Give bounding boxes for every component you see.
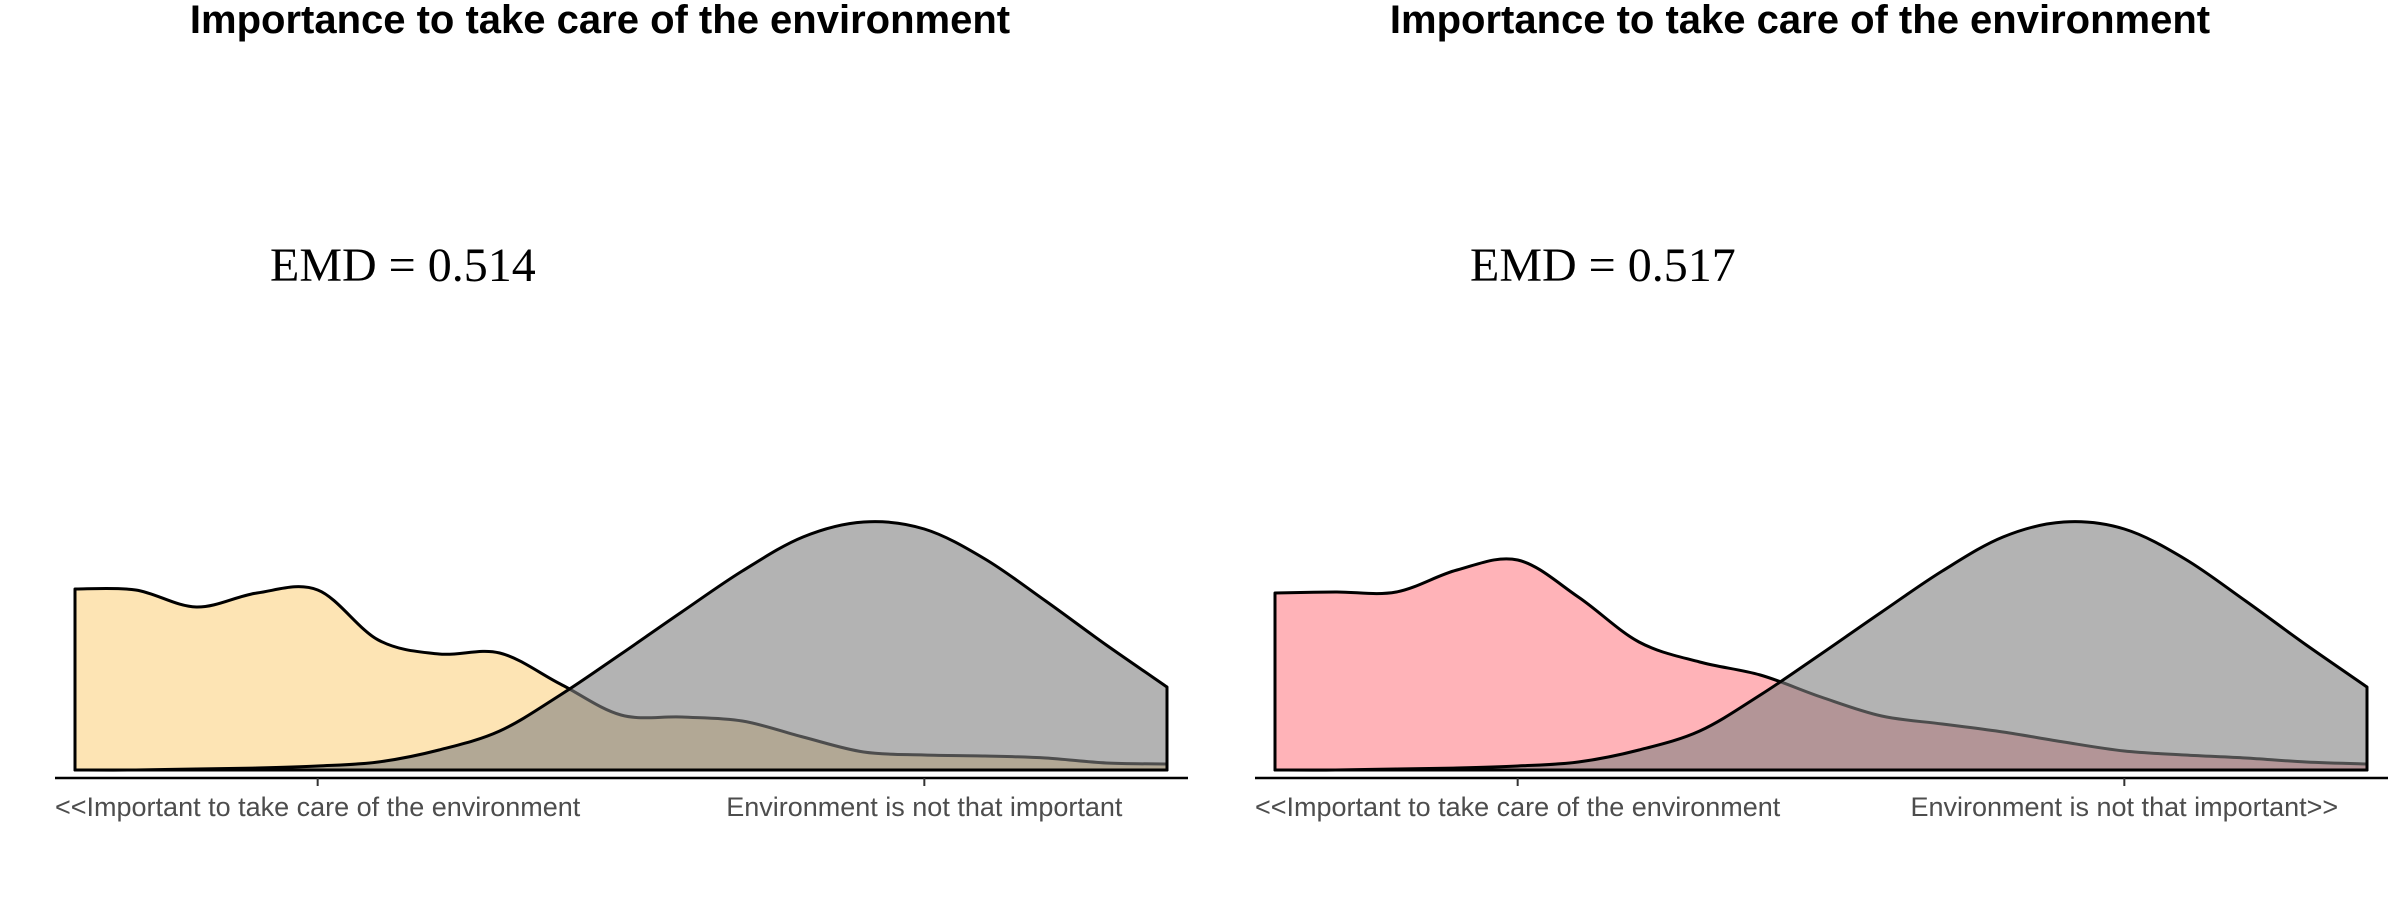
x-tick-label: Environment is not that important xyxy=(726,792,1123,822)
right-chart-panel: Importance to take care of the environme… xyxy=(1200,0,2400,900)
density-area-series-2 xyxy=(1273,520,2369,772)
chart-title: Importance to take care of the environme… xyxy=(1389,0,2211,42)
x-tick-label: <<Important to take care of the environm… xyxy=(55,792,581,822)
left-chart-panel: Importance to take care of the environme… xyxy=(55,0,1188,822)
chart-title: Importance to take care of the environme… xyxy=(189,0,1011,42)
x-tick-label: <<Important to take care of the environm… xyxy=(1255,792,1781,822)
density-plot: <<Important to take care of the environm… xyxy=(1255,520,2388,822)
emd-annotation: EMD = 0.514 xyxy=(270,239,536,292)
x-tick-label: Environment is not that important>> xyxy=(1910,792,2338,822)
density-area-series-2 xyxy=(73,520,1169,772)
density-plot: <<Important to take care of the environm… xyxy=(55,520,1188,822)
emd-annotation: EMD = 0.517 xyxy=(1470,239,1736,292)
